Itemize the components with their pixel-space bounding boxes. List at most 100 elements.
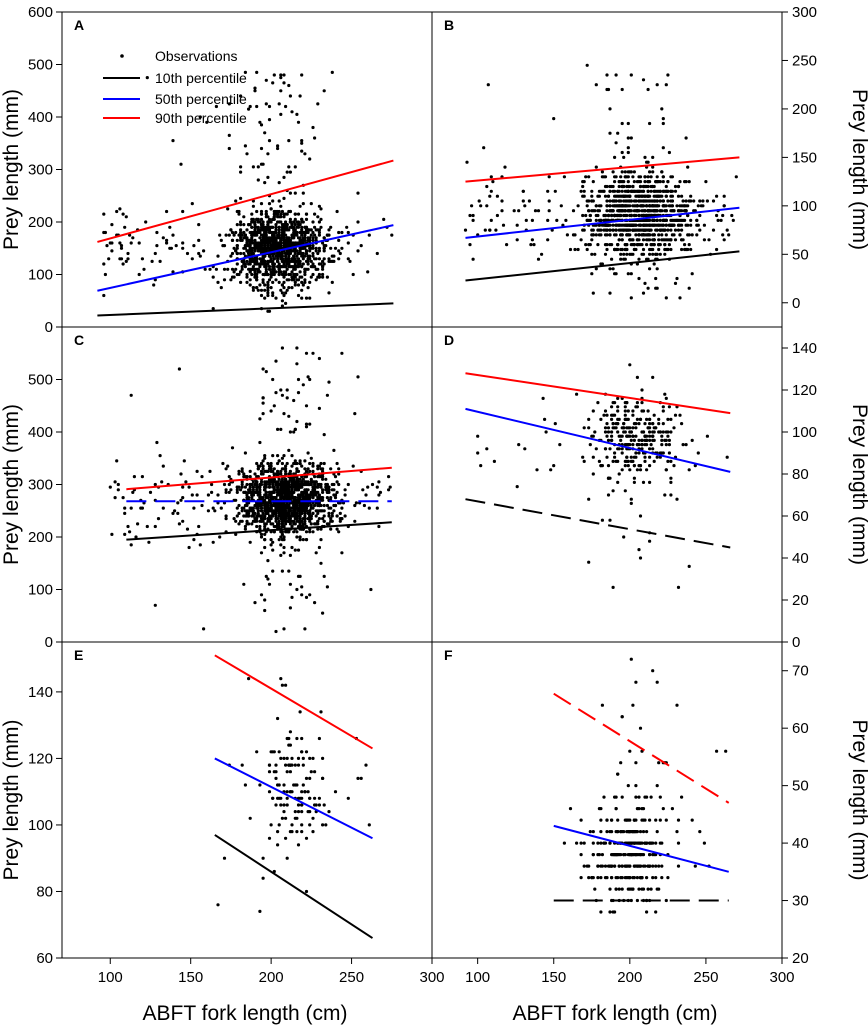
panel-a-observation-point — [306, 259, 310, 263]
panel-a-observation-point — [290, 286, 294, 290]
panel-a-observation-point — [327, 257, 331, 261]
panel-b-observation-point — [631, 223, 635, 227]
panel-a-observation-point — [293, 283, 297, 287]
panel-a-observation-point — [235, 262, 239, 266]
panel-c-observation-point — [279, 485, 283, 489]
panel-a-observation-point — [277, 241, 281, 245]
panel-f-observation-point — [645, 910, 649, 914]
panel-d-observation-point — [663, 493, 667, 497]
panel-a-observation-point — [306, 228, 310, 232]
panel-b-observation-point — [664, 194, 668, 198]
panel-c-observation-point — [232, 517, 236, 521]
panel-d-observation-point — [597, 459, 602, 463]
panel-e-observation-point — [296, 796, 301, 800]
panel-c-observation-point — [300, 519, 304, 523]
panel-c-observation-point — [237, 522, 241, 526]
panel-b-observation-point — [684, 199, 688, 203]
panel-f-observation-point — [626, 784, 630, 788]
panel-a-observation-point — [271, 246, 275, 250]
panel-a-observation-point — [245, 228, 249, 232]
panel-c-observation-point — [321, 469, 325, 473]
panel-a-observation-point — [279, 204, 283, 208]
panel-c-observation-point — [311, 490, 315, 494]
panel-c-observation-point — [319, 527, 323, 531]
panel-d-observation-point — [645, 468, 649, 472]
panel-b-observation-point — [658, 252, 662, 256]
panel-c-observation-point — [321, 467, 325, 471]
panel-c-observation-point — [311, 351, 315, 355]
panel-a-observation-point — [282, 280, 286, 284]
panel-a-observation-point — [121, 262, 125, 266]
panel-a-observation-point — [309, 228, 313, 232]
panel-a-observation-point — [181, 241, 185, 245]
panel-b-observation-point — [657, 233, 661, 237]
panel-d-observation-point — [614, 459, 618, 463]
panel-c-observation-point — [282, 551, 286, 555]
panel-c-observation-point — [306, 480, 310, 484]
panel-c-observation-point — [311, 461, 315, 466]
panel-c-observation-point — [242, 490, 246, 494]
panel-c-observation-point — [153, 482, 157, 487]
panel-c-observation-point — [301, 477, 305, 481]
panel-b-observation-point — [622, 180, 626, 184]
panel-d-observation-point — [602, 413, 606, 417]
panel-d-observation-point — [643, 459, 647, 463]
panel-b-observation-point — [465, 160, 469, 164]
panel-b-observation-point — [608, 228, 612, 232]
panel-c-observation-point — [237, 503, 241, 508]
panel-c-observation-point — [343, 493, 347, 497]
panel-f-observation-point — [600, 703, 605, 707]
panel-f-observation-point — [628, 818, 632, 822]
panel-a-observation-point — [271, 259, 275, 263]
panel-a-observation-point — [259, 288, 264, 292]
panel-f-observation-point — [632, 818, 637, 822]
panel-a-observation-point — [224, 233, 228, 237]
panel-a-observation-point — [317, 262, 321, 266]
panel-d-observation-point — [492, 459, 496, 463]
panel-c-observation-point — [324, 477, 328, 481]
panel-c-observation-point — [287, 503, 291, 508]
panel-b-observation-point — [579, 189, 583, 193]
panel-b-observation-point — [602, 175, 606, 179]
panel-d-observation-point — [640, 438, 644, 442]
panel-c-observation-point — [239, 519, 243, 523]
panel-b-observation-point — [611, 228, 615, 232]
panel-f-observation-point — [638, 853, 643, 857]
panel-c-observation-point — [248, 469, 252, 473]
panel-d-observation-point — [658, 430, 662, 434]
panel-f-observation-point — [608, 910, 612, 914]
panel-b-observation-point — [634, 199, 638, 203]
panel-d-observation-point — [603, 409, 608, 413]
panel-e-observation-point — [279, 796, 283, 800]
panel-c-observation-point — [187, 485, 191, 489]
panel-a-observation-point — [277, 230, 281, 235]
panel-c-observation-point — [290, 454, 294, 458]
panel-c-observation-point — [298, 522, 302, 526]
panel-a-observation-point — [174, 244, 178, 248]
panel-b-observation-point — [582, 228, 586, 232]
panel-a-observation-point — [346, 241, 350, 245]
panel-a-frame — [61, 11, 433, 328]
panel-b-observation-point — [620, 247, 624, 252]
panel-e-observation-point — [296, 843, 301, 847]
panel-d-observation-point — [643, 438, 647, 442]
panel-b-observation-point — [698, 199, 702, 203]
panel-b-observation-point — [631, 175, 635, 179]
legend-90th-label: 90th percentile — [155, 110, 247, 126]
panel-b-observation-point — [649, 175, 653, 179]
panel-b-observation-point — [695, 233, 699, 237]
panel-a-observation-point — [293, 217, 297, 221]
panel-a-observation-point — [261, 257, 265, 261]
panel-a-observation-point — [251, 257, 255, 261]
panel-b-observation-point — [721, 233, 725, 237]
panel-c-observation-point — [123, 511, 127, 515]
panel-b-observation-point — [608, 233, 612, 237]
panel-c-observation-point — [185, 527, 190, 531]
panel-a-observation-point — [269, 286, 273, 290]
panel-a-observation-point — [300, 251, 304, 256]
panel-c-observation-point — [301, 482, 305, 487]
panel-a-observation-point — [274, 230, 278, 235]
panel-e-observation-point — [222, 856, 227, 860]
panel-c-observation-point — [285, 388, 289, 392]
panel-a-observation-point — [251, 259, 255, 263]
